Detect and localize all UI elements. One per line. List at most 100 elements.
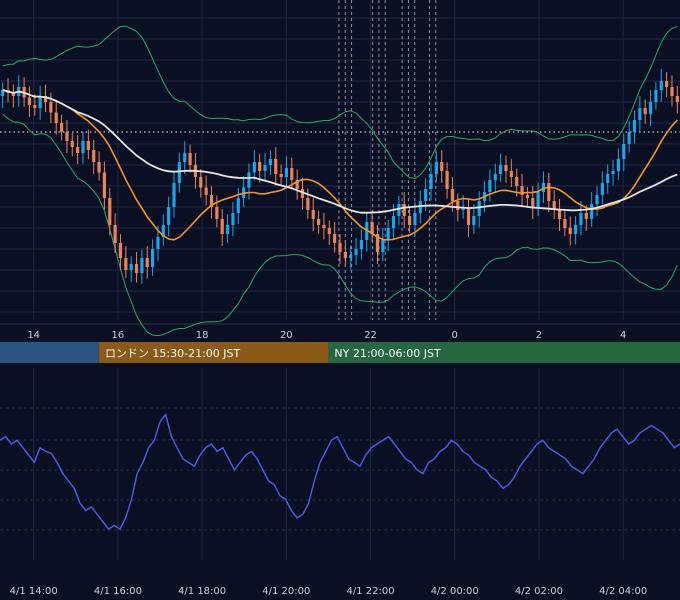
candle-body: [145, 258, 149, 267]
candle-body: [209, 195, 214, 207]
x-tick-label: 4/2 02:00: [515, 586, 563, 597]
session-band: [328, 342, 680, 363]
candle-body: [611, 171, 615, 174]
candle-body: [638, 108, 642, 120]
candle-body: [129, 264, 133, 270]
x-tick-label: 4/2 00:00: [431, 586, 479, 597]
oscillator-x-axis: 4/1 14:00 4/1 16:00 4/1 18:00 4/1 20:00 4/1 …: [10, 586, 648, 597]
candle-body: [675, 96, 679, 102]
candle-body: [54, 112, 58, 123]
candle-body: [199, 177, 203, 188]
candle-body: [97, 162, 101, 173]
candle-body: [386, 228, 390, 240]
candle-body: [563, 219, 567, 228]
candle-body: [322, 225, 326, 228]
candle-body: [595, 195, 599, 204]
candle-body: [413, 213, 417, 225]
candle-body: [183, 153, 187, 162]
session-label: ロンドン 15:30-21:00 JST: [105, 347, 241, 360]
candle-body: [43, 96, 48, 102]
candle-body: [167, 207, 171, 225]
candle-body: [579, 213, 583, 225]
candle-body: [338, 243, 342, 252]
candle-body: [311, 210, 315, 219]
candle-body: [70, 141, 74, 147]
candle-body: [659, 81, 663, 90]
candle-body: [113, 225, 117, 243]
candle-body: [520, 186, 524, 195]
candle-body: [450, 189, 455, 201]
candle-body: [343, 252, 347, 258]
candle-body: [557, 210, 562, 219]
candle-body: [466, 207, 471, 225]
candle-body: [231, 213, 235, 225]
candle-body: [86, 141, 90, 150]
x-tick-label: 4/2 04:00: [599, 586, 647, 597]
candle-body: [1, 90, 5, 96]
candle-body: [616, 159, 621, 171]
candle-body: [359, 240, 364, 249]
candle-body: [27, 97, 32, 105]
bollinger-upper: [2, 25, 678, 179]
candle-body: [568, 228, 572, 234]
x-tick-label: 18: [196, 330, 209, 341]
candle-body: [643, 108, 647, 114]
candle-body: [429, 174, 433, 189]
candle-body: [188, 153, 192, 165]
candle-body: [49, 102, 53, 113]
candle-body: [622, 144, 626, 159]
candle-body: [515, 177, 519, 186]
oscillator-grid: [0, 368, 680, 560]
x-tick-label: 4/1 18:00: [178, 586, 226, 597]
candle-body: [295, 180, 299, 189]
candle-body: [327, 228, 331, 234]
candle-body: [290, 168, 294, 180]
candle-body: [59, 123, 64, 132]
candle-body: [349, 255, 353, 258]
candle-body: [172, 183, 176, 207]
candle-body: [65, 132, 69, 141]
candle-body: [220, 219, 224, 234]
session-bar: ロンドン 15:30-21:00 JST NY 21:00-06:00 JST: [0, 342, 680, 363]
candle-body: [445, 171, 449, 189]
candle-body: [665, 81, 669, 87]
candle-body: [408, 216, 412, 225]
candle-body: [525, 195, 530, 198]
oscillator-line[interactable]: [0, 412, 680, 531]
candle-body: [670, 87, 674, 96]
candle-body: [258, 162, 262, 171]
session-label: NY 21:00-06:00 JST: [334, 347, 441, 360]
candle-body: [477, 201, 481, 216]
candle-body: [134, 264, 139, 273]
candle-body: [118, 243, 123, 258]
candle-body: [76, 147, 80, 153]
candle-body: [397, 204, 401, 216]
candle-body: [493, 174, 497, 180]
candle-body: [472, 216, 476, 225]
x-tick-label: 22: [364, 330, 377, 341]
candle-body: [402, 204, 406, 216]
candle-body: [150, 249, 155, 267]
candle-body: [274, 159, 278, 174]
session-band: [98, 342, 329, 363]
candle-body: [590, 204, 594, 219]
x-tick-label: 2: [536, 330, 542, 341]
candle-body: [156, 237, 160, 249]
candle-body: [204, 187, 208, 195]
candle-body: [584, 213, 588, 219]
session-band: [0, 342, 99, 363]
candle-body: [654, 90, 658, 102]
x-tick-label: 0: [452, 330, 458, 341]
candle-body: [627, 132, 631, 144]
candle-body: [531, 198, 535, 207]
candle-body: [370, 222, 374, 234]
candle-body: [236, 198, 240, 213]
candle-body: [300, 189, 305, 198]
candle-body: [161, 225, 165, 237]
candle-body: [268, 159, 272, 165]
candle-body: [456, 201, 460, 210]
x-tick-label: 16: [112, 330, 125, 341]
candlestick-series[interactable]: [1, 69, 679, 284]
